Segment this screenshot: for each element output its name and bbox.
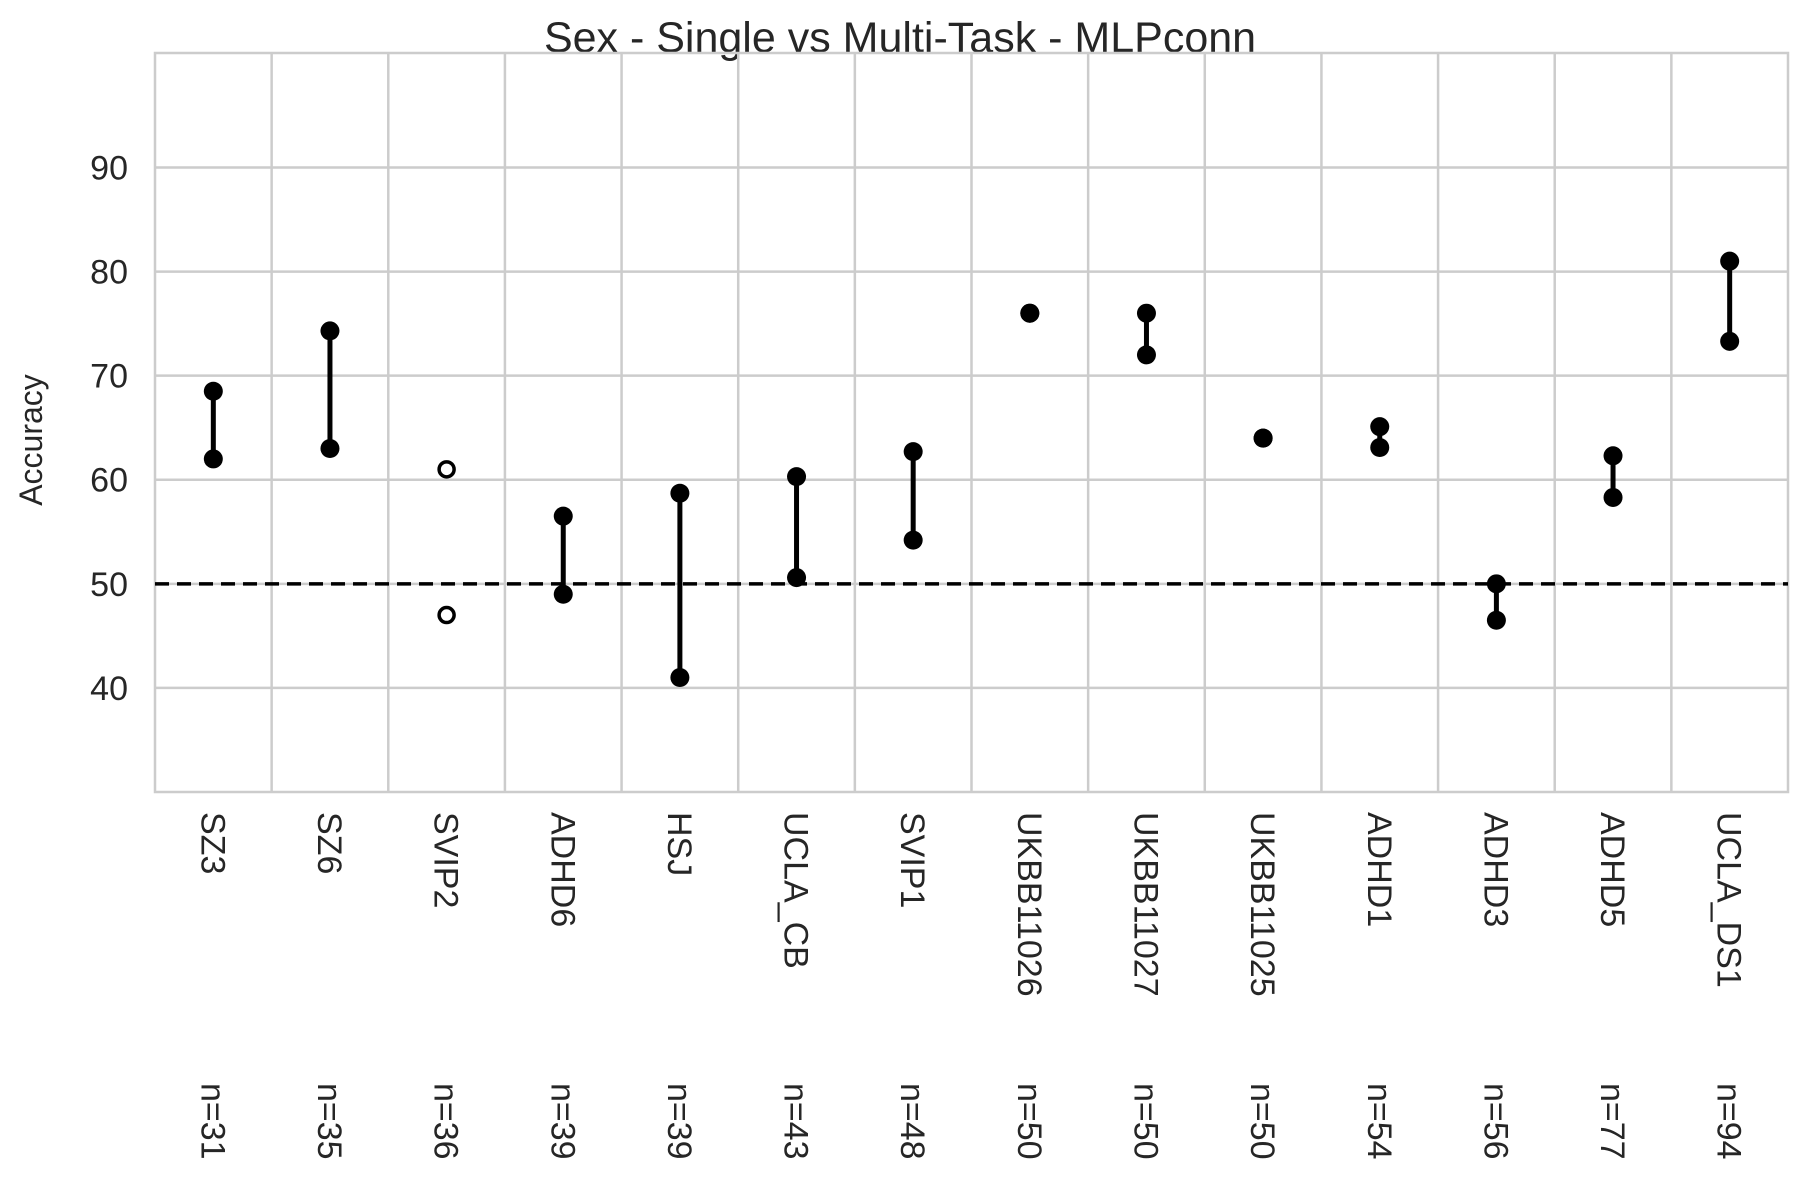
sample-size-label: n=48 [893,1083,931,1160]
point-a [1486,574,1506,594]
point-a [1720,251,1740,271]
point-a [1136,303,1156,323]
point-b [670,668,690,688]
x-tick-label: SZ3 [193,812,231,874]
ticks-layer: 40 50 60 70 80 90 SZ3 n=31 SZ6 n=35 SVIP2 n=36 ADHD6… [90,149,1748,1159]
sample-size-label: n=50 [1243,1083,1281,1160]
x-tick-label: UKBB11026 [1010,812,1048,997]
sample-size-label: n=50 [1126,1083,1164,1160]
y-tick-label: 40 [90,670,128,708]
sample-size-label: n=39 [543,1083,581,1160]
point-b [553,584,573,604]
point-b [203,449,223,469]
y-tick-label: 50 [90,566,128,604]
point-b [903,530,923,550]
x-tick-label: ADHD1 [1360,812,1398,927]
marks-layer [203,251,1740,688]
x-tick-label: ADHD6 [543,812,581,927]
point-a [553,506,573,526]
point-b [787,568,807,588]
x-tick-label: UCLA_CB [777,812,815,969]
point-b [1720,331,1740,351]
y-tick-label: 90 [90,149,128,187]
point-b [437,605,456,625]
y-tick-label: 60 [90,462,128,500]
point-b [1370,437,1390,457]
y-tick-label: 80 [90,254,128,292]
x-tick-label: HSJ [660,812,698,876]
point-b [1486,610,1506,630]
x-tick-label: ADHD5 [1593,812,1631,927]
sample-size-label: n=43 [777,1083,815,1160]
point-a [670,483,690,503]
point-a [320,321,340,341]
point-a [1370,417,1390,437]
grid-layer [153,51,1790,794]
sample-size-label: n=39 [660,1083,698,1160]
x-tick-label: SVIP2 [427,812,465,908]
point-a [203,381,223,401]
sample-size-label: n=54 [1360,1083,1398,1160]
point-a [903,442,923,462]
x-tick-label: UKBB11025 [1243,812,1281,997]
x-tick-label: SZ6 [310,812,348,874]
x-tick-label: SVIP1 [893,812,931,908]
point-a [1603,446,1623,466]
point-b [1603,487,1623,507]
point-a [787,467,807,487]
sample-size-label: n=94 [1710,1083,1748,1160]
sample-size-label: n=50 [1010,1083,1048,1160]
y-axis-label: Accuracy [13,374,49,506]
sample-size-label: n=56 [1476,1083,1514,1160]
point-b [320,439,340,459]
x-tick-label: UCLA_DS1 [1710,812,1748,988]
point-a [437,460,456,479]
x-tick-label: UKBB11027 [1126,812,1164,997]
sample-size-label: n=77 [1593,1083,1631,1160]
point-b [1020,303,1040,323]
x-tick-label: ADHD3 [1476,812,1514,927]
sample-size-label: n=35 [310,1083,348,1160]
sample-size-label: n=36 [427,1083,465,1160]
point-b [1136,345,1156,365]
sample-size-label: n=31 [193,1083,231,1160]
point-b [1253,428,1273,448]
y-tick-label: 70 [90,358,128,396]
